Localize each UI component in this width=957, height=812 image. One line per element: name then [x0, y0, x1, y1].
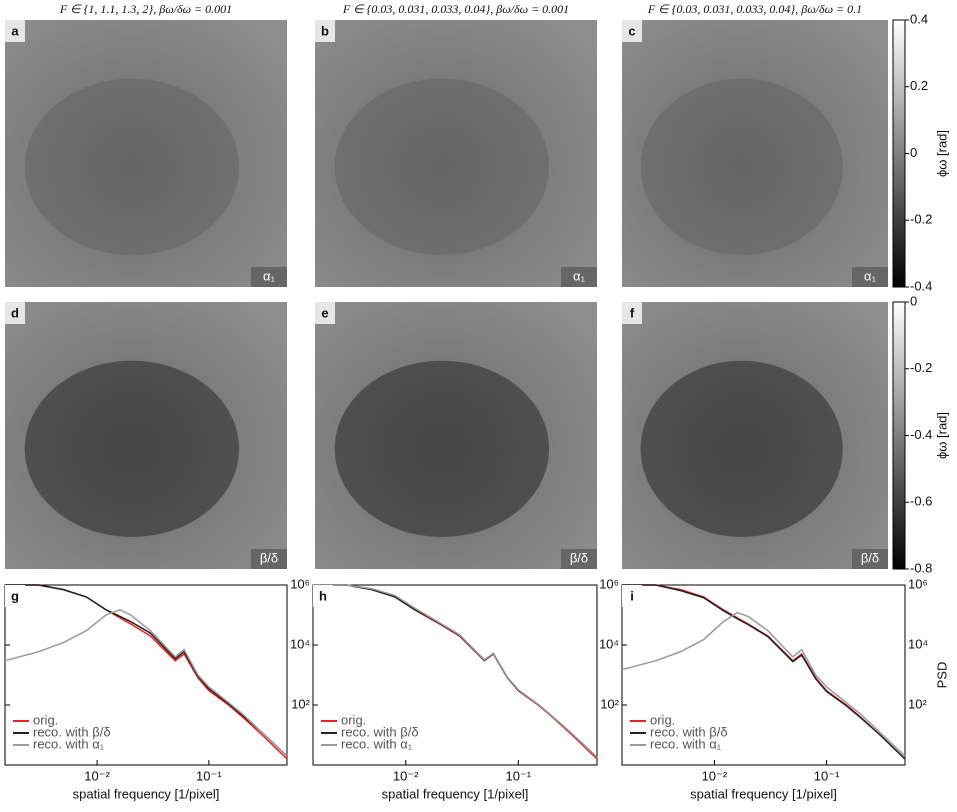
colorbar-tick-label: -0.6 [910, 494, 932, 509]
x-tick-label: 10⁻² [84, 768, 110, 783]
column-title: F ∈ {0.03, 0.031, 0.033, 0.04}, βω/δω = … [647, 2, 862, 16]
y-axis-label: PSD [934, 662, 949, 689]
y-tick-label: 10² [291, 696, 310, 711]
tag-box [852, 549, 888, 569]
label-box [313, 585, 333, 607]
label-box [315, 20, 335, 42]
tag-box [561, 549, 597, 569]
label-box [622, 302, 642, 324]
label-box [5, 20, 25, 42]
panel-label: a [11, 23, 19, 38]
legend-label: reco. with β/δ [33, 724, 111, 739]
y-tick-label: 10⁴ [599, 636, 619, 651]
colorbar-tick-label: -0.4 [910, 278, 932, 293]
panel-tag: α₁ [263, 268, 276, 283]
psd-line [5, 584, 288, 757]
legend-label: orig. [33, 712, 58, 727]
colorbar [892, 19, 906, 288]
panel-label: c [628, 23, 635, 38]
legend-label: orig. [650, 712, 675, 727]
tag-box [251, 267, 287, 287]
x-axis-label: spatial frequency [1/pixel] [690, 786, 837, 801]
colorbar-tick-label: -0.2 [910, 360, 932, 375]
label-box [5, 585, 25, 607]
plot-frame [312, 584, 598, 766]
legend-label: reco. with α₁ [650, 736, 722, 751]
x-tick-label: 10⁻¹ [196, 768, 222, 783]
psd-line [622, 584, 906, 760]
x-tick-label: 10⁻² [393, 768, 419, 783]
y-tick-label: 10⁶ [908, 576, 928, 591]
panel-tag: α₁ [864, 268, 877, 283]
y-tick-label: 10² [600, 696, 619, 711]
column-title: F ∈ {1, 1.1, 1.3, 2}, βω/δω = 0.001 [59, 2, 232, 16]
panel-label: g [11, 588, 19, 603]
panel-tag: β/δ [861, 550, 879, 565]
panel-label: i [630, 588, 634, 603]
panel-label: h [319, 588, 327, 603]
butterfly-shape [24, 78, 240, 255]
colorbar-tick-label: 0 [910, 293, 917, 308]
butterfly-shape [640, 360, 843, 537]
x-axis-label: spatial frequency [1/pixel] [73, 786, 220, 801]
butterfly-shape [334, 78, 550, 255]
x-tick-label: 10⁻¹ [505, 768, 531, 783]
y-tick-label: 10⁴ [908, 636, 928, 651]
y-tick-label: 10⁶ [599, 576, 619, 591]
colorbar-label: ϕω [rad] [934, 412, 949, 459]
colorbar-tick-label: 0 [910, 145, 917, 160]
x-axis-label: spatial frequency [1/pixel] [382, 786, 529, 801]
legend-label: orig. [341, 712, 366, 727]
y-tick-label: 10² [908, 696, 927, 711]
legend-label: reco. with β/δ [650, 724, 728, 739]
column-title: F ∈ {0.03, 0.031, 0.033, 0.04}, βω/δω = … [342, 2, 569, 16]
panel-label: e [321, 305, 328, 320]
tag-box [561, 267, 597, 287]
panel-label: d [11, 305, 19, 320]
psd-line [313, 584, 598, 758]
tag-box [852, 267, 888, 287]
colorbar-tick-label: 0.4 [910, 11, 928, 26]
label-box [5, 302, 25, 324]
psd-line [4, 608, 288, 757]
panel-tag: β/δ [570, 550, 588, 565]
butterfly-shape [640, 78, 843, 255]
colorbar-tick-label: -0.2 [910, 212, 932, 227]
label-box [315, 302, 335, 324]
butterfly-shape [24, 360, 240, 537]
label-box [622, 20, 642, 42]
x-tick-label: 10⁻¹ [814, 768, 840, 783]
colorbar-tick-label: -0.8 [910, 560, 932, 575]
legend-label: reco. with β/δ [341, 724, 419, 739]
panel-tag: β/δ [260, 550, 278, 565]
plot-frame [621, 584, 906, 766]
colorbar-label: ϕω [rad] [934, 130, 949, 177]
y-tick-label: 10⁴ [290, 636, 310, 651]
colorbar [892, 301, 906, 570]
panel-label: b [321, 23, 329, 38]
label-box [622, 585, 642, 607]
psd-line [621, 611, 906, 757]
legend-label: reco. with α₁ [33, 736, 105, 751]
y-tick-label: 10⁶ [290, 576, 310, 591]
colorbar-tick-label: 0.2 [910, 78, 928, 93]
butterfly-shape [334, 360, 550, 537]
colorbar-tick-label: -0.4 [910, 427, 932, 442]
panel-label: f [630, 305, 635, 320]
panel-tag: α₁ [573, 268, 586, 283]
tag-box [251, 549, 287, 569]
legend-label: reco. with α₁ [341, 736, 413, 751]
x-tick-label: 10⁻² [702, 768, 728, 783]
plot-frame [4, 584, 288, 766]
